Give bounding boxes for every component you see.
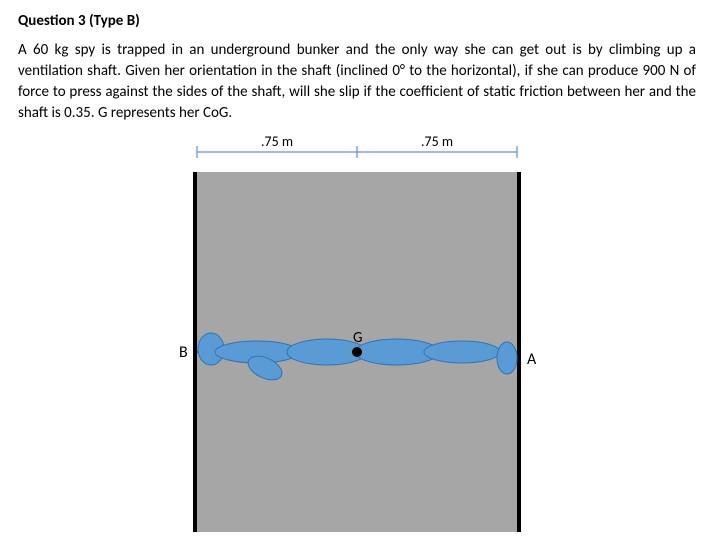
dim-label-right: .75 m [421, 133, 453, 150]
cog-marker [352, 347, 362, 357]
dim-label-left: .75 m [261, 133, 293, 150]
shaft-diagram: .75 m .75 m B A G [137, 132, 577, 532]
label-b: B [179, 343, 188, 362]
question-prompt: A 60 kg spy is trapped in an underground… [18, 40, 696, 124]
question-title: Question 3 (Type B) [18, 12, 696, 30]
label-a: A [527, 350, 537, 369]
spy-foot [497, 342, 517, 374]
wall-left [193, 172, 197, 532]
label-g: G [353, 329, 362, 347]
wall-right [517, 172, 521, 532]
spy-shin [424, 341, 500, 363]
figure-container: .75 m .75 m B A G [18, 132, 696, 532]
